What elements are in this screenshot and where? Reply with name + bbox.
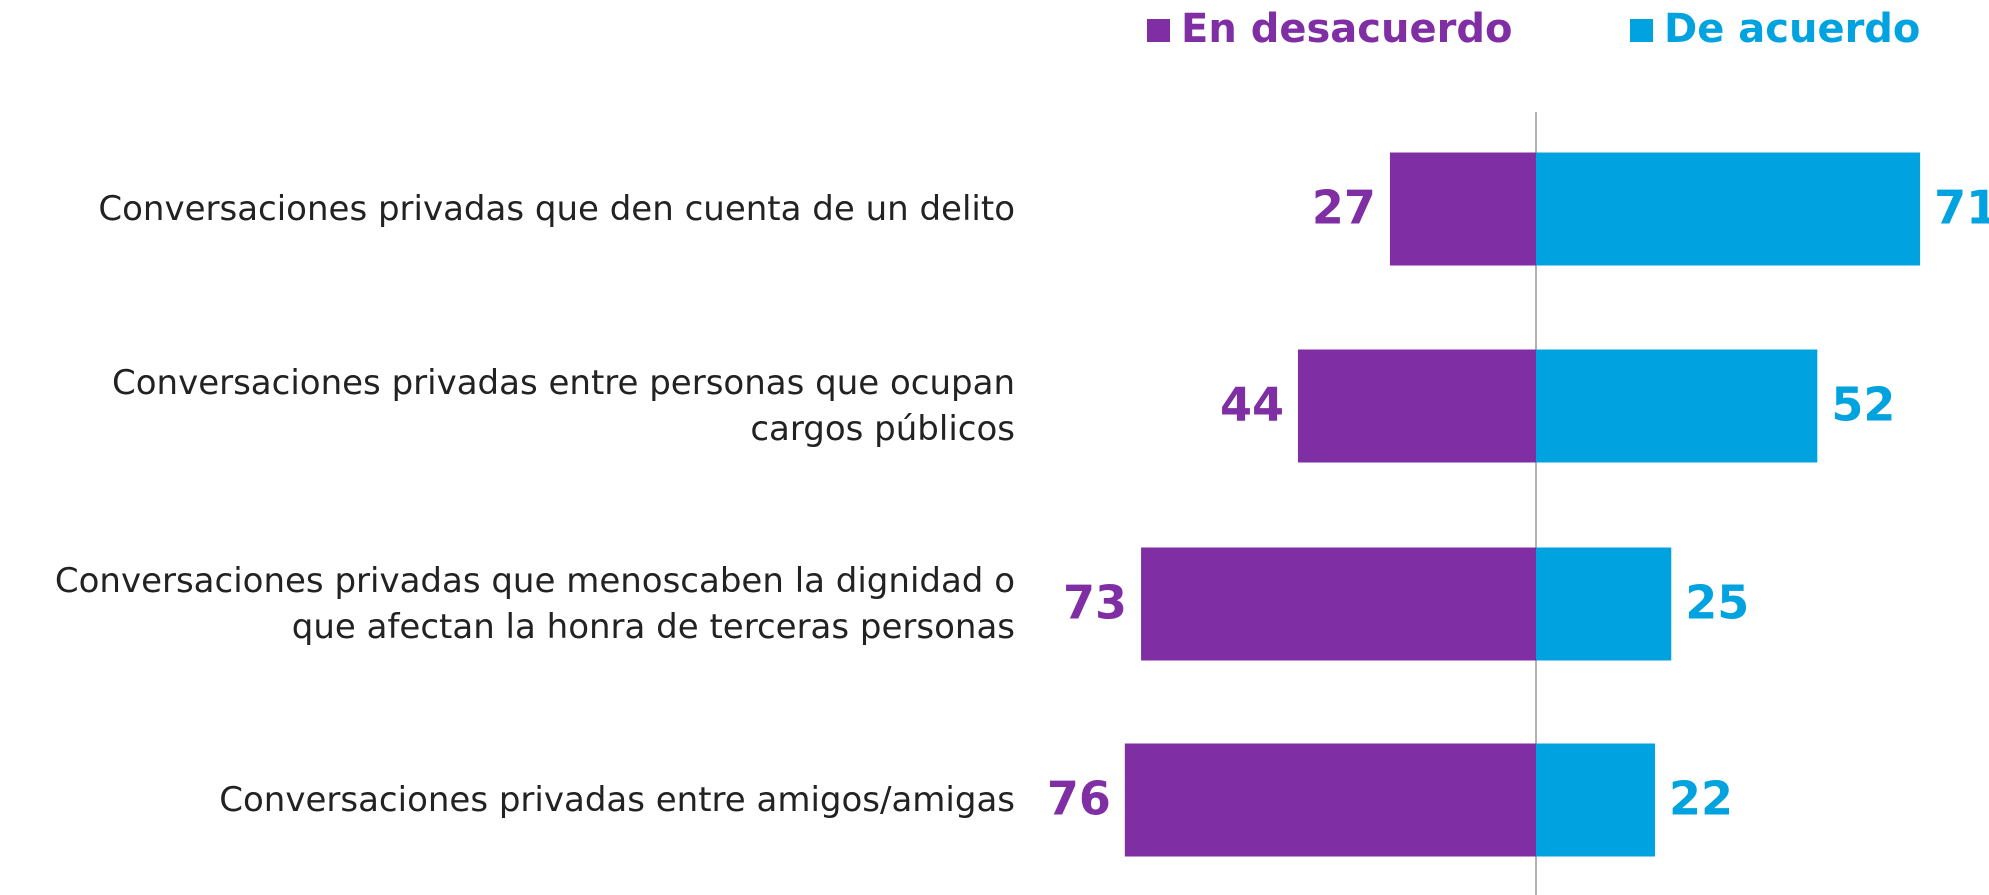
legend-label: En desacuerdo (1181, 6, 1512, 52)
legend-swatch (1630, 19, 1653, 42)
category-label: Conversaciones privadas que menoscaben l… (54, 561, 1015, 647)
legend-swatch (1147, 19, 1170, 42)
category-label: Conversaciones privadas entre personas q… (111, 363, 1015, 449)
bar (1297, 349, 1536, 463)
value-label: 76 (1047, 772, 1111, 826)
value-label: 71 (1934, 181, 1989, 235)
bar (1536, 349, 1818, 463)
value-label: 27 (1312, 181, 1376, 235)
legend-label: De acuerdo (1664, 6, 1920, 52)
bar (1389, 152, 1536, 266)
bar (1536, 547, 1672, 661)
bar (1536, 743, 1656, 857)
bar (1124, 743, 1536, 857)
category-label: Conversaciones privadas entre amigos/ami… (219, 780, 1015, 820)
category-label: Conversaciones privadas que den cuenta d… (98, 189, 1015, 229)
bar (1536, 152, 1921, 266)
value-label: 22 (1669, 772, 1733, 826)
bar (1141, 547, 1536, 661)
value-label: 25 (1685, 576, 1749, 630)
value-label: 44 (1220, 378, 1284, 432)
value-label: 52 (1831, 378, 1895, 432)
value-label: 73 (1063, 576, 1127, 630)
